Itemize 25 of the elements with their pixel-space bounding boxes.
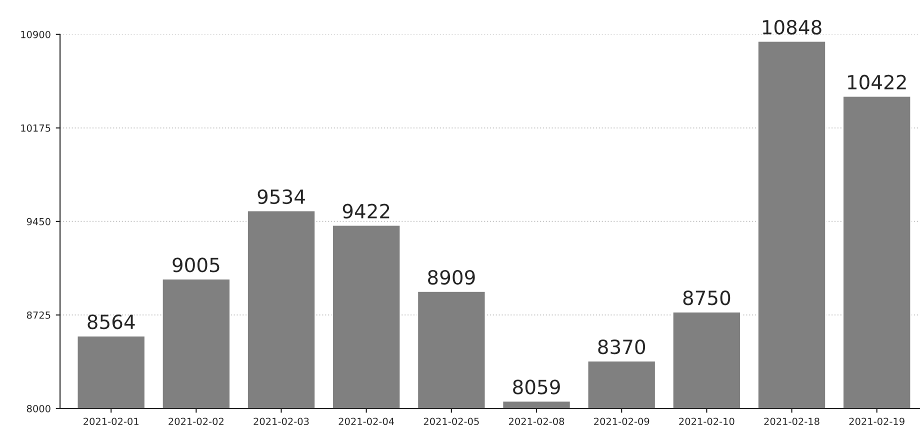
- x-tick-label: 2021-02-01: [84, 418, 138, 426]
- data-label: 8370: [598, 340, 646, 354]
- x-tick-label: 2021-02-02: [168, 418, 224, 426]
- data-label: 8909: [428, 270, 475, 285]
- x-tick-label: 2021-02-19: [849, 418, 904, 426]
- x-tick-label: 2021-02-09: [594, 418, 650, 426]
- x-tick-label: 2021-02-03: [254, 418, 309, 426]
- y-tick-label: 8725: [26, 311, 50, 319]
- x-tick-label: 2021-02-18: [764, 418, 820, 426]
- data-label: 8750: [683, 290, 730, 306]
- data-label: 8059: [513, 380, 560, 394]
- data-label: 10848: [762, 20, 822, 35]
- y-tick-label: 10175: [21, 124, 50, 132]
- data-label: 8564: [88, 314, 135, 330]
- x-tick-label: 2021-02-04: [338, 418, 394, 426]
- data-label: 10422: [848, 74, 906, 90]
- data-label: 9005: [172, 258, 220, 272]
- y-tick-label: 9450: [26, 218, 50, 226]
- data-label: 9422: [342, 204, 390, 219]
- x-tick-label: 2021-02-10: [679, 418, 734, 426]
- data-label: 9534: [258, 189, 305, 204]
- x-tick-label: 2021-02-05: [424, 418, 479, 426]
- y-tick-label: 8000: [26, 404, 50, 412]
- x-tick-label: 2021-02-08: [508, 418, 564, 426]
- y-tick-label: 10900: [21, 30, 50, 38]
